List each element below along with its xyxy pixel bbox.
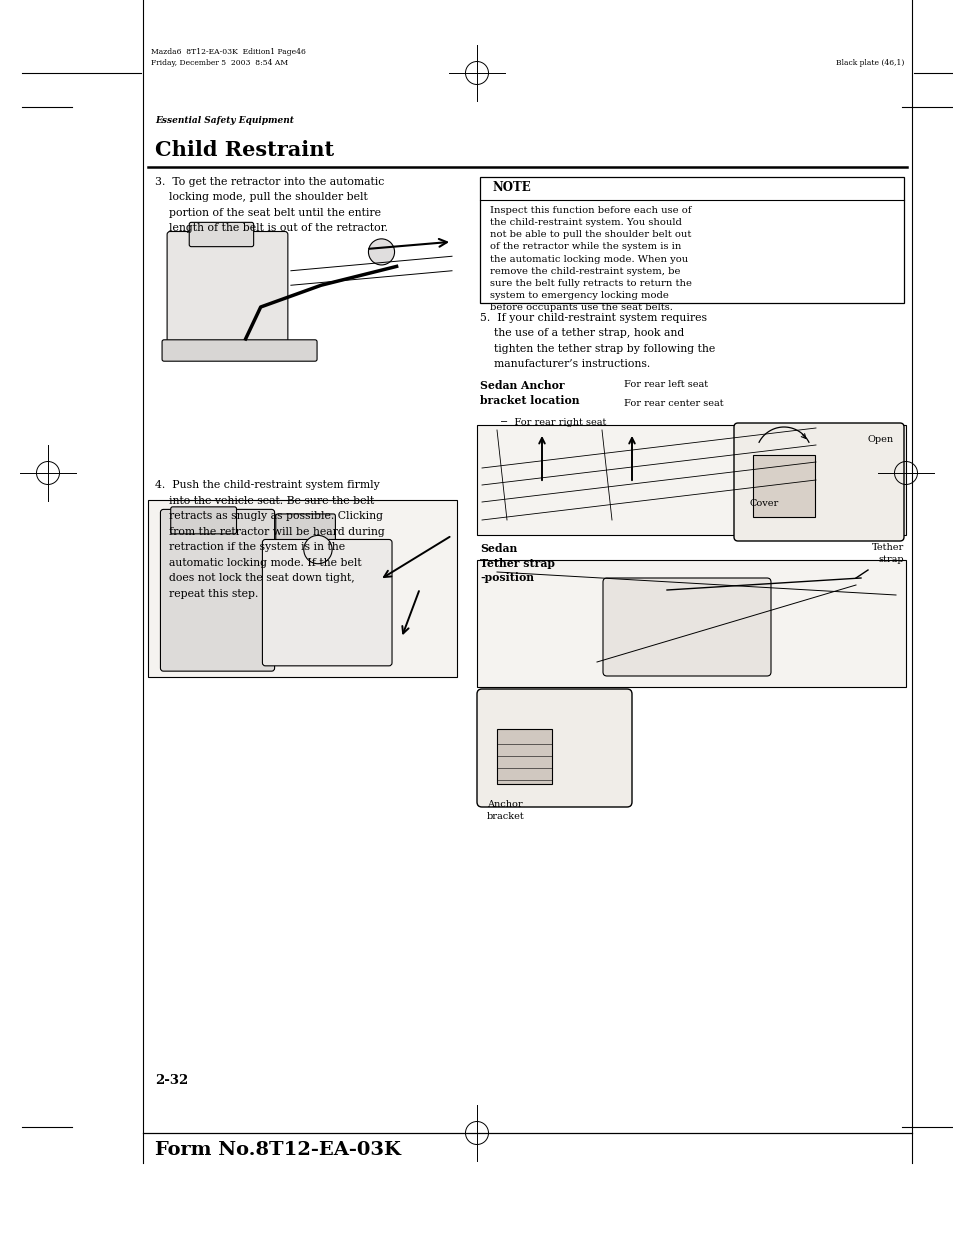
Text: manufacturer’s instructions.: manufacturer’s instructions. [479, 359, 650, 369]
Text: portion of the seat belt until the entire: portion of the seat belt until the entir… [154, 207, 380, 219]
FancyBboxPatch shape [160, 509, 274, 671]
Text: Cover: Cover [749, 499, 779, 508]
FancyBboxPatch shape [602, 578, 770, 676]
Text: Sedan
Tether strap
-position: Sedan Tether strap -position [479, 543, 555, 583]
Circle shape [303, 536, 332, 563]
Text: Open: Open [867, 435, 893, 445]
Text: Sedan Anchor
bracket location: Sedan Anchor bracket location [479, 380, 578, 405]
Text: length of the belt is out of the retractor.: length of the belt is out of the retract… [154, 224, 388, 233]
FancyBboxPatch shape [189, 222, 253, 247]
FancyBboxPatch shape [476, 689, 631, 806]
Text: −  For rear right seat: − For rear right seat [499, 417, 606, 427]
Text: from the retractor will be heard during: from the retractor will be heard during [154, 526, 384, 536]
Bar [476, 559, 905, 687]
FancyBboxPatch shape [171, 506, 236, 534]
Bar [497, 729, 552, 784]
Text: Form No.8T12-EA-03K: Form No.8T12-EA-03K [154, 1141, 400, 1158]
Text: does not lock the seat down tight,: does not lock the seat down tight, [154, 573, 355, 583]
Text: locking mode, pull the shoulder belt: locking mode, pull the shoulder belt [154, 193, 367, 203]
Bar [476, 425, 905, 535]
Text: repeat this step.: repeat this step. [154, 589, 258, 599]
Text: 5.  If your child-restraint system requires: 5. If your child-restraint system requir… [479, 312, 706, 324]
Text: For rear center seat: For rear center seat [623, 399, 723, 408]
Text: Black plate (46,1): Black plate (46,1) [835, 59, 903, 67]
Text: 4.  Push the child-restraint system firmly: 4. Push the child-restraint system firml… [154, 480, 379, 490]
Text: 2-32: 2-32 [154, 1074, 188, 1087]
Text: Anchor
bracket: Anchor bracket [486, 800, 524, 821]
Text: Tether
strap: Tether strap [871, 543, 903, 564]
FancyBboxPatch shape [167, 231, 288, 357]
Text: into the vehicle seat. Be sure the belt: into the vehicle seat. Be sure the belt [154, 495, 374, 505]
Bar [148, 500, 456, 677]
Text: the use of a tether strap, hook and: the use of a tether strap, hook and [479, 329, 683, 338]
Text: automatic locking mode. If the belt: automatic locking mode. If the belt [154, 557, 361, 568]
Bar [479, 177, 903, 303]
Text: Inspect this function before each use of
the child-restraint system. You should
: Inspect this function before each use of… [490, 206, 691, 312]
Bar [479, 177, 903, 200]
Text: For rear left seat: For rear left seat [623, 380, 707, 389]
Text: Child Restraint: Child Restraint [154, 140, 334, 161]
FancyBboxPatch shape [733, 424, 903, 541]
FancyBboxPatch shape [275, 514, 335, 541]
Text: Essential Safety Equipment: Essential Safety Equipment [154, 116, 294, 125]
Bar [752, 454, 814, 517]
Text: retracts as snugly as possible. Clicking: retracts as snugly as possible. Clicking [154, 511, 382, 521]
Text: NOTE: NOTE [492, 182, 530, 194]
FancyBboxPatch shape [162, 340, 316, 361]
Text: tighten the tether strap by following the: tighten the tether strap by following th… [479, 345, 715, 354]
Text: retraction if the system is in the: retraction if the system is in the [154, 542, 345, 552]
FancyBboxPatch shape [262, 540, 392, 666]
Text: 3.  To get the retractor into the automatic: 3. To get the retractor into the automat… [154, 177, 384, 186]
Text: Mazda6  8T12-EA-03K  Edition1 Page46
Friday, December 5  2003  8:54 AM: Mazda6 8T12-EA-03K Edition1 Page46 Frida… [151, 48, 306, 67]
Circle shape [368, 238, 395, 266]
